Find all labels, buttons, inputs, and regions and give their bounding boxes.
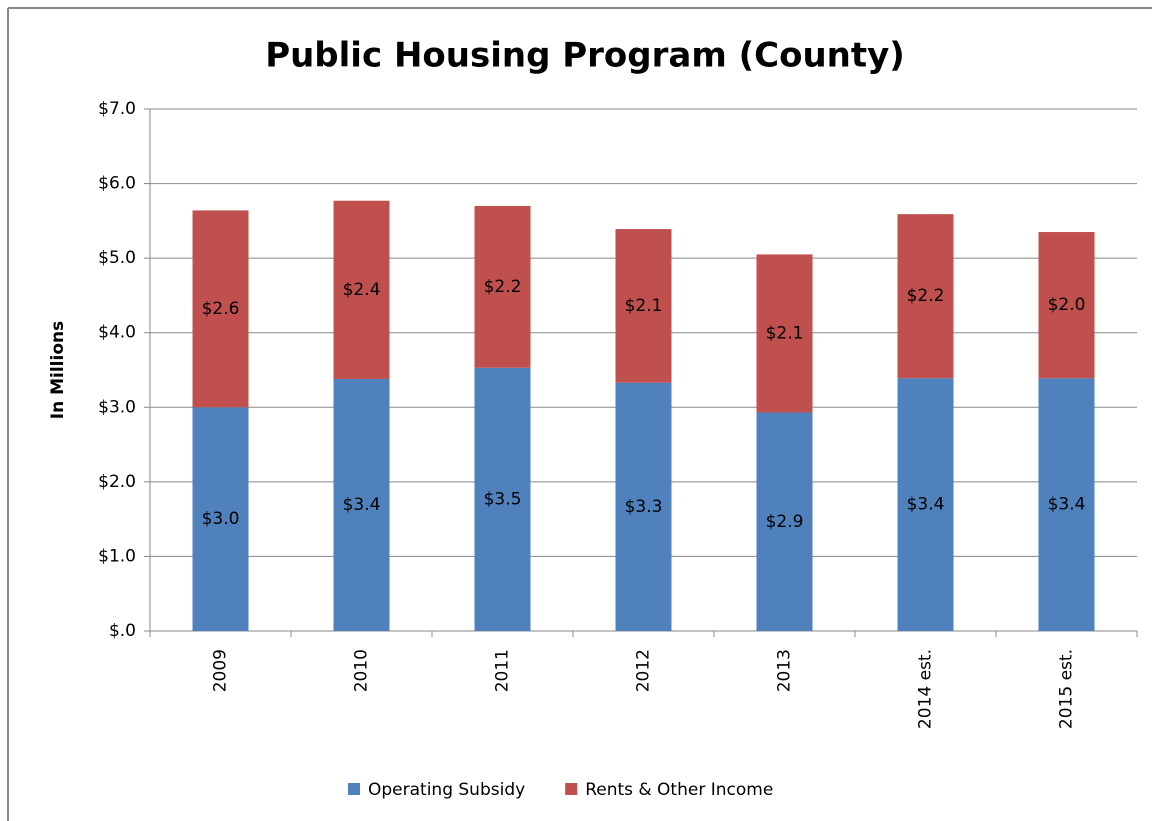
bar-segment xyxy=(615,229,672,383)
data-label: $2.4 xyxy=(343,280,381,300)
chart-title: Public Housing Program (County) xyxy=(265,36,905,76)
data-label: $3.4 xyxy=(907,495,945,515)
data-label: $2.9 xyxy=(766,512,804,532)
y-tick-label: $7.0 xyxy=(98,99,136,119)
y-tick-label: $1.0 xyxy=(98,546,136,566)
data-label: $3.5 xyxy=(484,489,522,509)
bar-segment xyxy=(192,407,249,631)
bar-segment xyxy=(897,214,954,379)
data-label: $3.4 xyxy=(343,495,381,515)
bar-segment xyxy=(897,378,954,631)
legend-swatch xyxy=(565,783,578,795)
bar-segment xyxy=(1038,232,1095,379)
data-label: $2.1 xyxy=(766,323,804,343)
data-label: $3.0 xyxy=(202,509,240,529)
legend-label: Rents & Other Income xyxy=(585,780,773,800)
x-tick-label: 2011 xyxy=(493,649,513,692)
data-label: $2.1 xyxy=(625,296,663,316)
x-tick-label: 2013 xyxy=(775,649,795,692)
bar-segment xyxy=(756,254,813,413)
legend-label: Operating Subsidy xyxy=(368,780,525,800)
x-tick-label: 2015 est. xyxy=(1057,649,1077,729)
data-label: $3.3 xyxy=(625,497,663,517)
bar-segment xyxy=(333,200,390,379)
y-tick-label: $2.0 xyxy=(98,472,136,492)
bar-segment xyxy=(192,210,249,408)
data-label: $2.2 xyxy=(484,277,522,297)
y-tick-label: $3.0 xyxy=(98,397,136,417)
bar-segment xyxy=(756,412,813,631)
bar-segment xyxy=(474,205,531,368)
bar-segment xyxy=(333,378,390,631)
data-label: $3.4 xyxy=(1048,495,1086,515)
x-tick-label: 2014 est. xyxy=(916,649,936,729)
data-label: $2.2 xyxy=(907,286,945,306)
y-tick-label: $6.0 xyxy=(98,174,136,194)
y-tick-label: $5.0 xyxy=(98,248,136,268)
bar-segment xyxy=(474,367,531,631)
y-tick-label: $.0 xyxy=(109,621,136,641)
x-tick-label: 2010 xyxy=(352,649,372,692)
data-label: $2.6 xyxy=(202,299,240,319)
bar-segment xyxy=(1038,378,1095,631)
data-label: $2.0 xyxy=(1048,295,1086,315)
bar-segment xyxy=(615,382,672,631)
x-tick-label: 2012 xyxy=(634,649,654,692)
y-axis-label: In Millions xyxy=(48,321,68,419)
y-tick-label: $4.0 xyxy=(98,323,136,343)
legend-swatch xyxy=(348,783,360,795)
x-tick-label: 2009 xyxy=(211,649,231,692)
